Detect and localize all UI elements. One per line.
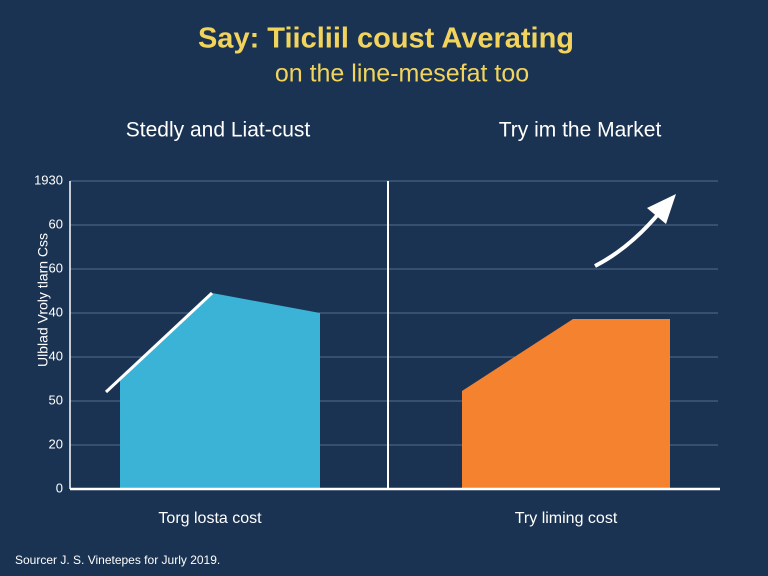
x-label: Torg losta cost bbox=[158, 510, 262, 527]
source: Sourcer J. S. Vinetepes for Jurly 2019. bbox=[15, 553, 220, 567]
trend-line bbox=[104, 291, 214, 394]
arrow bbox=[594, 210, 662, 268]
y-axis-label: Ulblad Vroly tlarn Css bbox=[35, 233, 51, 367]
y-tick-label: 50 bbox=[49, 392, 63, 407]
x-label: Try liming cost bbox=[515, 510, 618, 527]
subtitle: on the line-mesefat too bbox=[275, 60, 529, 88]
y-tick-label: 20 bbox=[49, 436, 63, 451]
y-tick-label: 40 bbox=[49, 348, 63, 363]
y-tick-label: 0 bbox=[56, 480, 63, 495]
area bbox=[462, 319, 670, 489]
area bbox=[120, 293, 320, 489]
panel-title: Try im the Market bbox=[499, 119, 662, 142]
title: Say: Tiicliil coust Averating bbox=[198, 23, 574, 55]
y-tick-label: 1930 bbox=[34, 172, 63, 187]
arrow-head bbox=[647, 194, 676, 224]
y-tick-label: 40 bbox=[49, 304, 63, 319]
y-tick-label: 60 bbox=[49, 260, 63, 275]
y-tick-label: 60 bbox=[49, 216, 63, 231]
panel-title: Stedly and Liat-cust bbox=[126, 119, 311, 142]
